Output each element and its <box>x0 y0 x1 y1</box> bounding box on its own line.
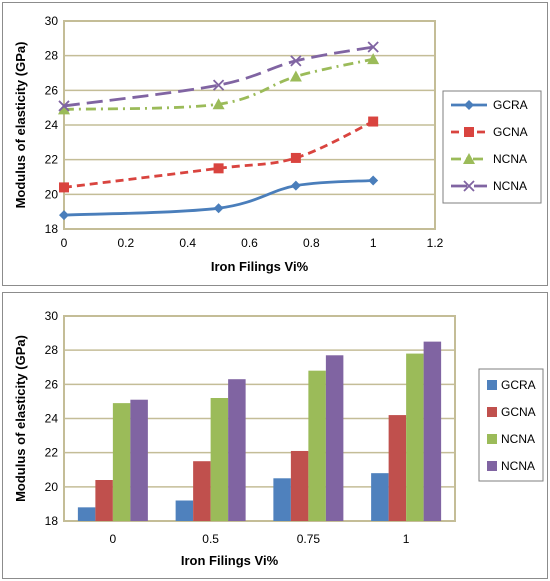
data-point <box>58 100 70 112</box>
series-gcna <box>59 116 379 193</box>
data-point <box>58 103 70 115</box>
legend-label: NCNA <box>501 459 535 473</box>
legend-label: GCRA <box>501 378 536 392</box>
y-axis-title: Modulus of elasticity (GPa) <box>13 335 28 502</box>
data-point <box>212 98 225 110</box>
y-tick-label: 26 <box>45 83 59 97</box>
x-axis-title: Iron Filings Vi% <box>211 259 309 274</box>
data-point <box>368 116 379 127</box>
x-tick-label: 1.2 <box>427 236 444 250</box>
series-line <box>63 57 374 111</box>
legend-label: GCRA <box>493 98 528 112</box>
data-point <box>212 79 225 91</box>
x-tick-label: 0 <box>61 236 68 250</box>
bar-gcna <box>95 480 113 521</box>
bar-ncna <box>130 399 148 521</box>
legend-swatch <box>487 407 497 417</box>
bar-chart-panel: 18 20 22 24 26 28 30 0 0.5 0.75 1 Iron Filings Vi% M… <box>2 292 548 579</box>
legend-swatch <box>487 380 497 390</box>
data-point <box>213 163 224 174</box>
data-point <box>367 41 379 53</box>
bar-gcra <box>77 507 96 521</box>
bar-ncna <box>308 370 326 521</box>
y-tick-label: 30 <box>45 14 59 28</box>
x-tick-label: 0.4 <box>179 236 196 250</box>
y-tick-label: 26 <box>45 377 59 391</box>
bar-gcra <box>273 478 291 521</box>
line-chart-panel: 18 20 22 24 26 28 30 0 0.2 0.4 0.6 0.8 1 1.2 Iron Fili… <box>2 2 548 286</box>
bar-chart: 18 20 22 24 26 28 30 0 0.5 0.75 1 Iron Filings Vi% M… <box>13 309 544 568</box>
y-tick-label: 28 <box>45 343 59 357</box>
data-point <box>290 152 301 163</box>
y-tick-label: 28 <box>45 49 59 63</box>
y-tick-label: 24 <box>45 412 59 426</box>
data-point <box>367 53 380 65</box>
bar-gcna <box>388 415 407 521</box>
x-axis-title: Iron Filings Vi% <box>181 553 279 568</box>
x-tick-label: 0.2 <box>117 236 134 250</box>
legend-marker <box>464 127 474 137</box>
y-tick-label: 22 <box>45 446 59 460</box>
x-tick-label: 0.8 <box>303 236 320 250</box>
series-gcra <box>59 175 379 221</box>
x-tick-label: 1 <box>370 236 377 250</box>
legend-marker <box>463 153 475 164</box>
legend-swatch <box>487 434 497 444</box>
legend-label: GCNA <box>501 405 536 419</box>
bar-gcra <box>371 473 389 521</box>
legend-marker <box>463 180 475 192</box>
y-tick-label: 20 <box>45 187 59 201</box>
x-tick-label: 0.6 <box>241 236 258 250</box>
y-tick-label: 24 <box>45 118 59 132</box>
data-point <box>290 180 301 191</box>
bar-ncna <box>325 355 344 521</box>
series-line <box>63 45 374 108</box>
y-tick-label: 18 <box>45 514 59 528</box>
legend-label: NCNA <box>501 432 535 446</box>
x-tick-label: 0.75 <box>297 532 321 546</box>
data-point <box>289 70 302 82</box>
x-tick-label: 1 <box>403 532 410 546</box>
x-tick-label: 0.5 <box>202 532 219 546</box>
series-line <box>63 179 374 217</box>
bar-ncna <box>228 379 246 521</box>
data-point <box>368 175 379 186</box>
bar-gcna <box>290 450 309 521</box>
data-point <box>59 210 69 221</box>
legend-marker <box>464 100 474 110</box>
bar-ncna <box>112 403 131 521</box>
y-tick-label: 18 <box>45 222 59 236</box>
y-tick-label: 22 <box>45 153 59 167</box>
series-ncna <box>58 41 379 112</box>
data-point <box>59 182 69 193</box>
legend-swatch <box>487 461 497 471</box>
y-tick-label: 20 <box>45 480 59 494</box>
bar-ncna <box>210 398 229 521</box>
y-axis-title: Modulus of elasticity (GPa) <box>13 42 28 209</box>
line-chart: 18 20 22 24 26 28 30 0 0.2 0.4 0.6 0.8 1 1.2 Iron Fili… <box>13 14 542 274</box>
data-point <box>213 203 224 214</box>
legend-box <box>442 90 542 204</box>
bar-gcna <box>193 461 211 521</box>
series-line <box>63 120 374 189</box>
data-point <box>290 55 302 67</box>
legend-label: NCNA <box>493 152 527 166</box>
bar-gcra <box>175 500 194 521</box>
bar-ncna <box>406 353 424 521</box>
x-tick-label: 0 <box>110 532 117 546</box>
y-tick-label: 30 <box>45 309 59 323</box>
legend-label: NCNA <box>493 179 527 193</box>
bar-ncna <box>423 341 442 521</box>
series-ncna <box>58 53 380 115</box>
legend-label: GCNA <box>493 125 528 139</box>
